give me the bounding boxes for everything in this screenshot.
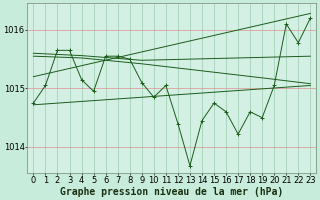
X-axis label: Graphe pression niveau de la mer (hPa): Graphe pression niveau de la mer (hPa): [60, 186, 284, 197]
